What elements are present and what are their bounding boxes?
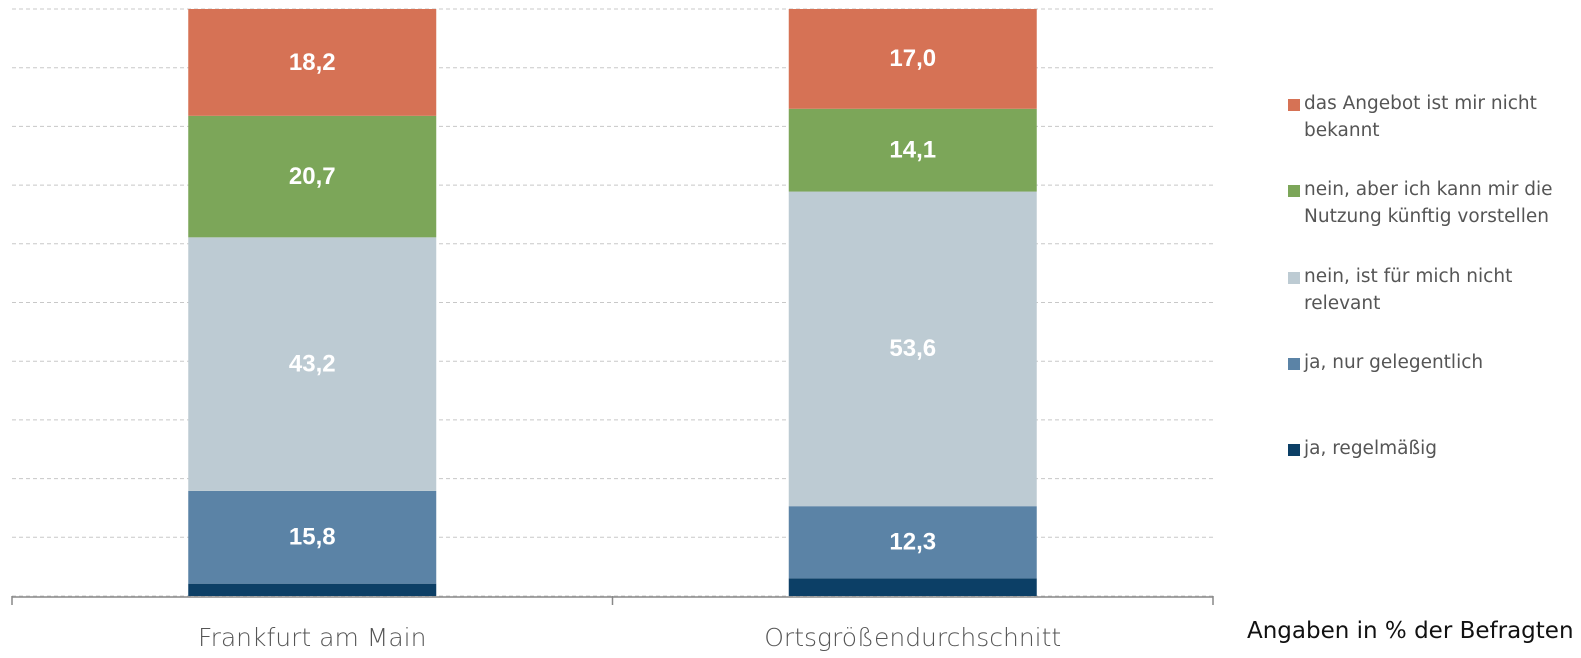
- data-label: 20,7: [289, 163, 336, 190]
- x-tick-label: Ortsgrößendurchschnitt: [764, 623, 1061, 652]
- legend-label: ja, nur gelegentlich: [1304, 349, 1573, 376]
- legend-swatch: [1288, 444, 1300, 456]
- data-label: 53,6: [889, 335, 936, 362]
- page: {"chart_data": {"type": "stacked-bar", "…: [0, 0, 1581, 658]
- legend-label: das Angebot ist mir nicht bekannt: [1304, 90, 1573, 144]
- legend-swatch: [1288, 99, 1300, 111]
- x-tick-label: Frankfurt am Main: [198, 623, 426, 652]
- legend-swatch: [1288, 272, 1300, 284]
- legend-label: nein, aber ich kann mir die Nutzung künf…: [1304, 176, 1573, 230]
- legend-item: nein, aber ich kann mir die Nutzung künf…: [1288, 176, 1573, 230]
- legend-label: nein, ist für mich nicht relevant: [1304, 263, 1573, 317]
- data-label: 14,1: [889, 137, 936, 164]
- legend-item: das Angebot ist mir nicht bekannt: [1288, 90, 1573, 144]
- legend-swatch: [1288, 185, 1300, 197]
- legend-item: nein, ist für mich nicht relevant: [1288, 263, 1573, 317]
- legend-label: ja, regelmäßig: [1304, 435, 1573, 462]
- data-label: 15,8: [289, 524, 336, 551]
- legend-swatch: [1288, 358, 1300, 370]
- bar-segment: [188, 584, 436, 596]
- legend-item: ja, nur gelegentlich: [1288, 349, 1573, 376]
- data-label: 43,2: [289, 350, 336, 377]
- data-label: 18,2: [289, 49, 336, 76]
- bar-segment: [789, 578, 1037, 596]
- note: Angaben in % der Befragten: [1247, 618, 1574, 644]
- data-label: 17,0: [889, 45, 936, 72]
- data-label: 12,3: [889, 529, 936, 556]
- legend-item: ja, regelmäßig: [1288, 435, 1573, 462]
